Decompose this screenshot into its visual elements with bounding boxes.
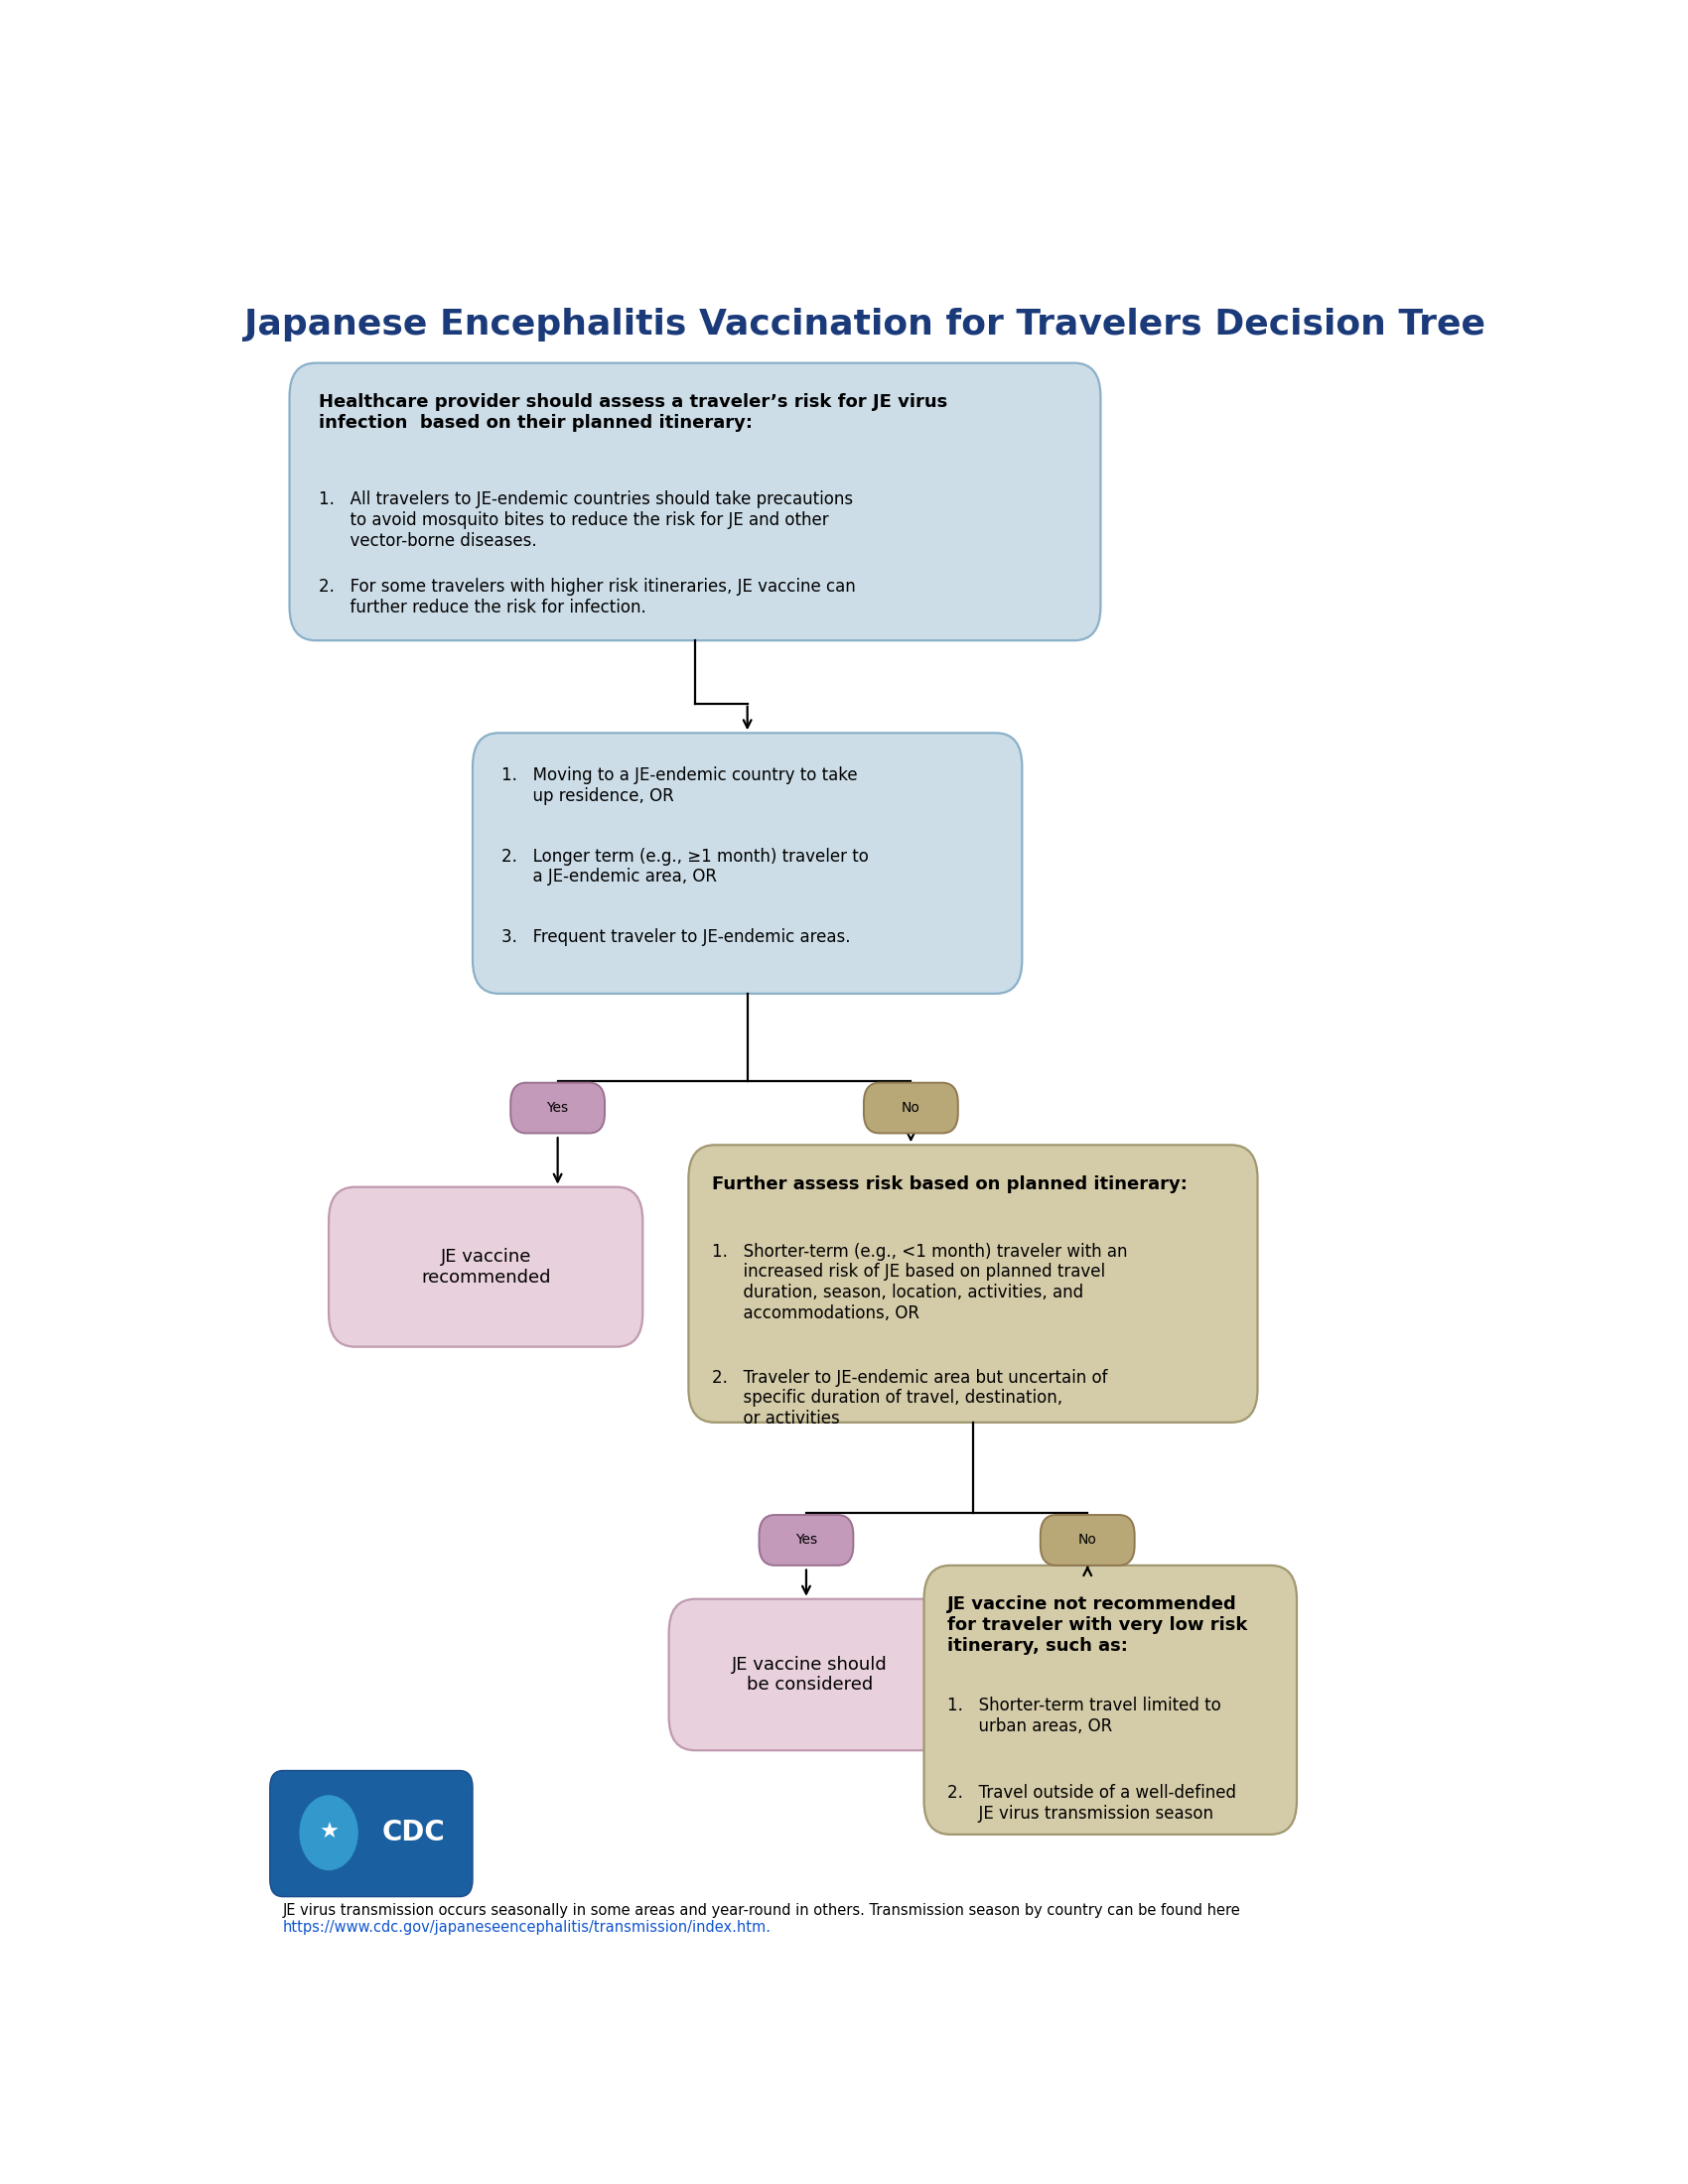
Circle shape bbox=[300, 1795, 358, 1870]
FancyBboxPatch shape bbox=[923, 1566, 1296, 1835]
Text: Yes: Yes bbox=[795, 1533, 817, 1546]
FancyBboxPatch shape bbox=[864, 1083, 959, 1133]
Text: Healthcare provider should assess a traveler’s risk for JE virus
infection  base: Healthcare provider should assess a trav… bbox=[319, 393, 947, 432]
Text: Japanese Encephalitis Vaccination for Travelers Decision Tree: Japanese Encephalitis Vaccination for Tr… bbox=[245, 308, 1485, 341]
FancyBboxPatch shape bbox=[270, 1771, 473, 1896]
FancyBboxPatch shape bbox=[1040, 1516, 1134, 1566]
Text: ★: ★ bbox=[319, 1824, 339, 1843]
FancyBboxPatch shape bbox=[290, 363, 1101, 640]
Text: 1.   Moving to a JE-endemic country to take
      up residence, OR: 1. Moving to a JE-endemic country to tak… bbox=[501, 767, 858, 806]
Text: JE vaccine should
be considered: JE vaccine should be considered bbox=[731, 1655, 888, 1695]
Text: 2.   For some travelers with higher risk itineraries, JE vaccine can
      furth: 2. For some travelers with higher risk i… bbox=[319, 579, 856, 616]
FancyBboxPatch shape bbox=[510, 1083, 604, 1133]
Text: No: No bbox=[1079, 1533, 1097, 1546]
Text: https://www.cdc.gov/japaneseencephalitis/transmission/index.htm.: https://www.cdc.gov/japaneseencephalitis… bbox=[284, 1920, 771, 1935]
Text: Yes: Yes bbox=[547, 1101, 569, 1114]
FancyBboxPatch shape bbox=[473, 734, 1021, 994]
Text: 2.   Traveler to JE-endemic area but uncertain of
      specific duration of tra: 2. Traveler to JE-endemic area but uncer… bbox=[712, 1369, 1107, 1428]
FancyBboxPatch shape bbox=[329, 1188, 643, 1348]
Text: No: No bbox=[901, 1101, 920, 1114]
FancyBboxPatch shape bbox=[689, 1144, 1258, 1422]
FancyBboxPatch shape bbox=[760, 1516, 854, 1566]
Text: JE vaccine
recommended: JE vaccine recommended bbox=[420, 1247, 550, 1286]
Text: Further assess risk based on planned itinerary:: Further assess risk based on planned iti… bbox=[712, 1175, 1188, 1192]
Text: 1.   All travelers to JE-endemic countries should take precautions
      to avoi: 1. All travelers to JE-endemic countries… bbox=[319, 491, 852, 550]
Text: 1.   Shorter-term travel limited to
      urban areas, OR: 1. Shorter-term travel limited to urban … bbox=[947, 1697, 1222, 1734]
Text: 1.   Shorter-term (e.g., <1 month) traveler with an
      increased risk of JE b: 1. Shorter-term (e.g., <1 month) travele… bbox=[712, 1243, 1128, 1321]
Text: CDC: CDC bbox=[381, 1819, 446, 1848]
Text: 2.   Travel outside of a well-defined
      JE virus transmission season: 2. Travel outside of a well-defined JE v… bbox=[947, 1784, 1237, 1821]
Text: 3.   Frequent traveler to JE-endemic areas.: 3. Frequent traveler to JE-endemic areas… bbox=[501, 928, 851, 946]
Text: JE vaccine not recommended
for traveler with very low risk
itinerary, such as:: JE vaccine not recommended for traveler … bbox=[947, 1597, 1247, 1655]
FancyBboxPatch shape bbox=[668, 1599, 950, 1749]
Text: JE virus transmission occurs seasonally in some areas and year-round in others. : JE virus transmission occurs seasonally … bbox=[284, 1902, 1241, 1918]
Text: 2.   Longer term (e.g., ≥1 month) traveler to
      a JE-endemic area, OR: 2. Longer term (e.g., ≥1 month) traveler… bbox=[501, 847, 869, 887]
